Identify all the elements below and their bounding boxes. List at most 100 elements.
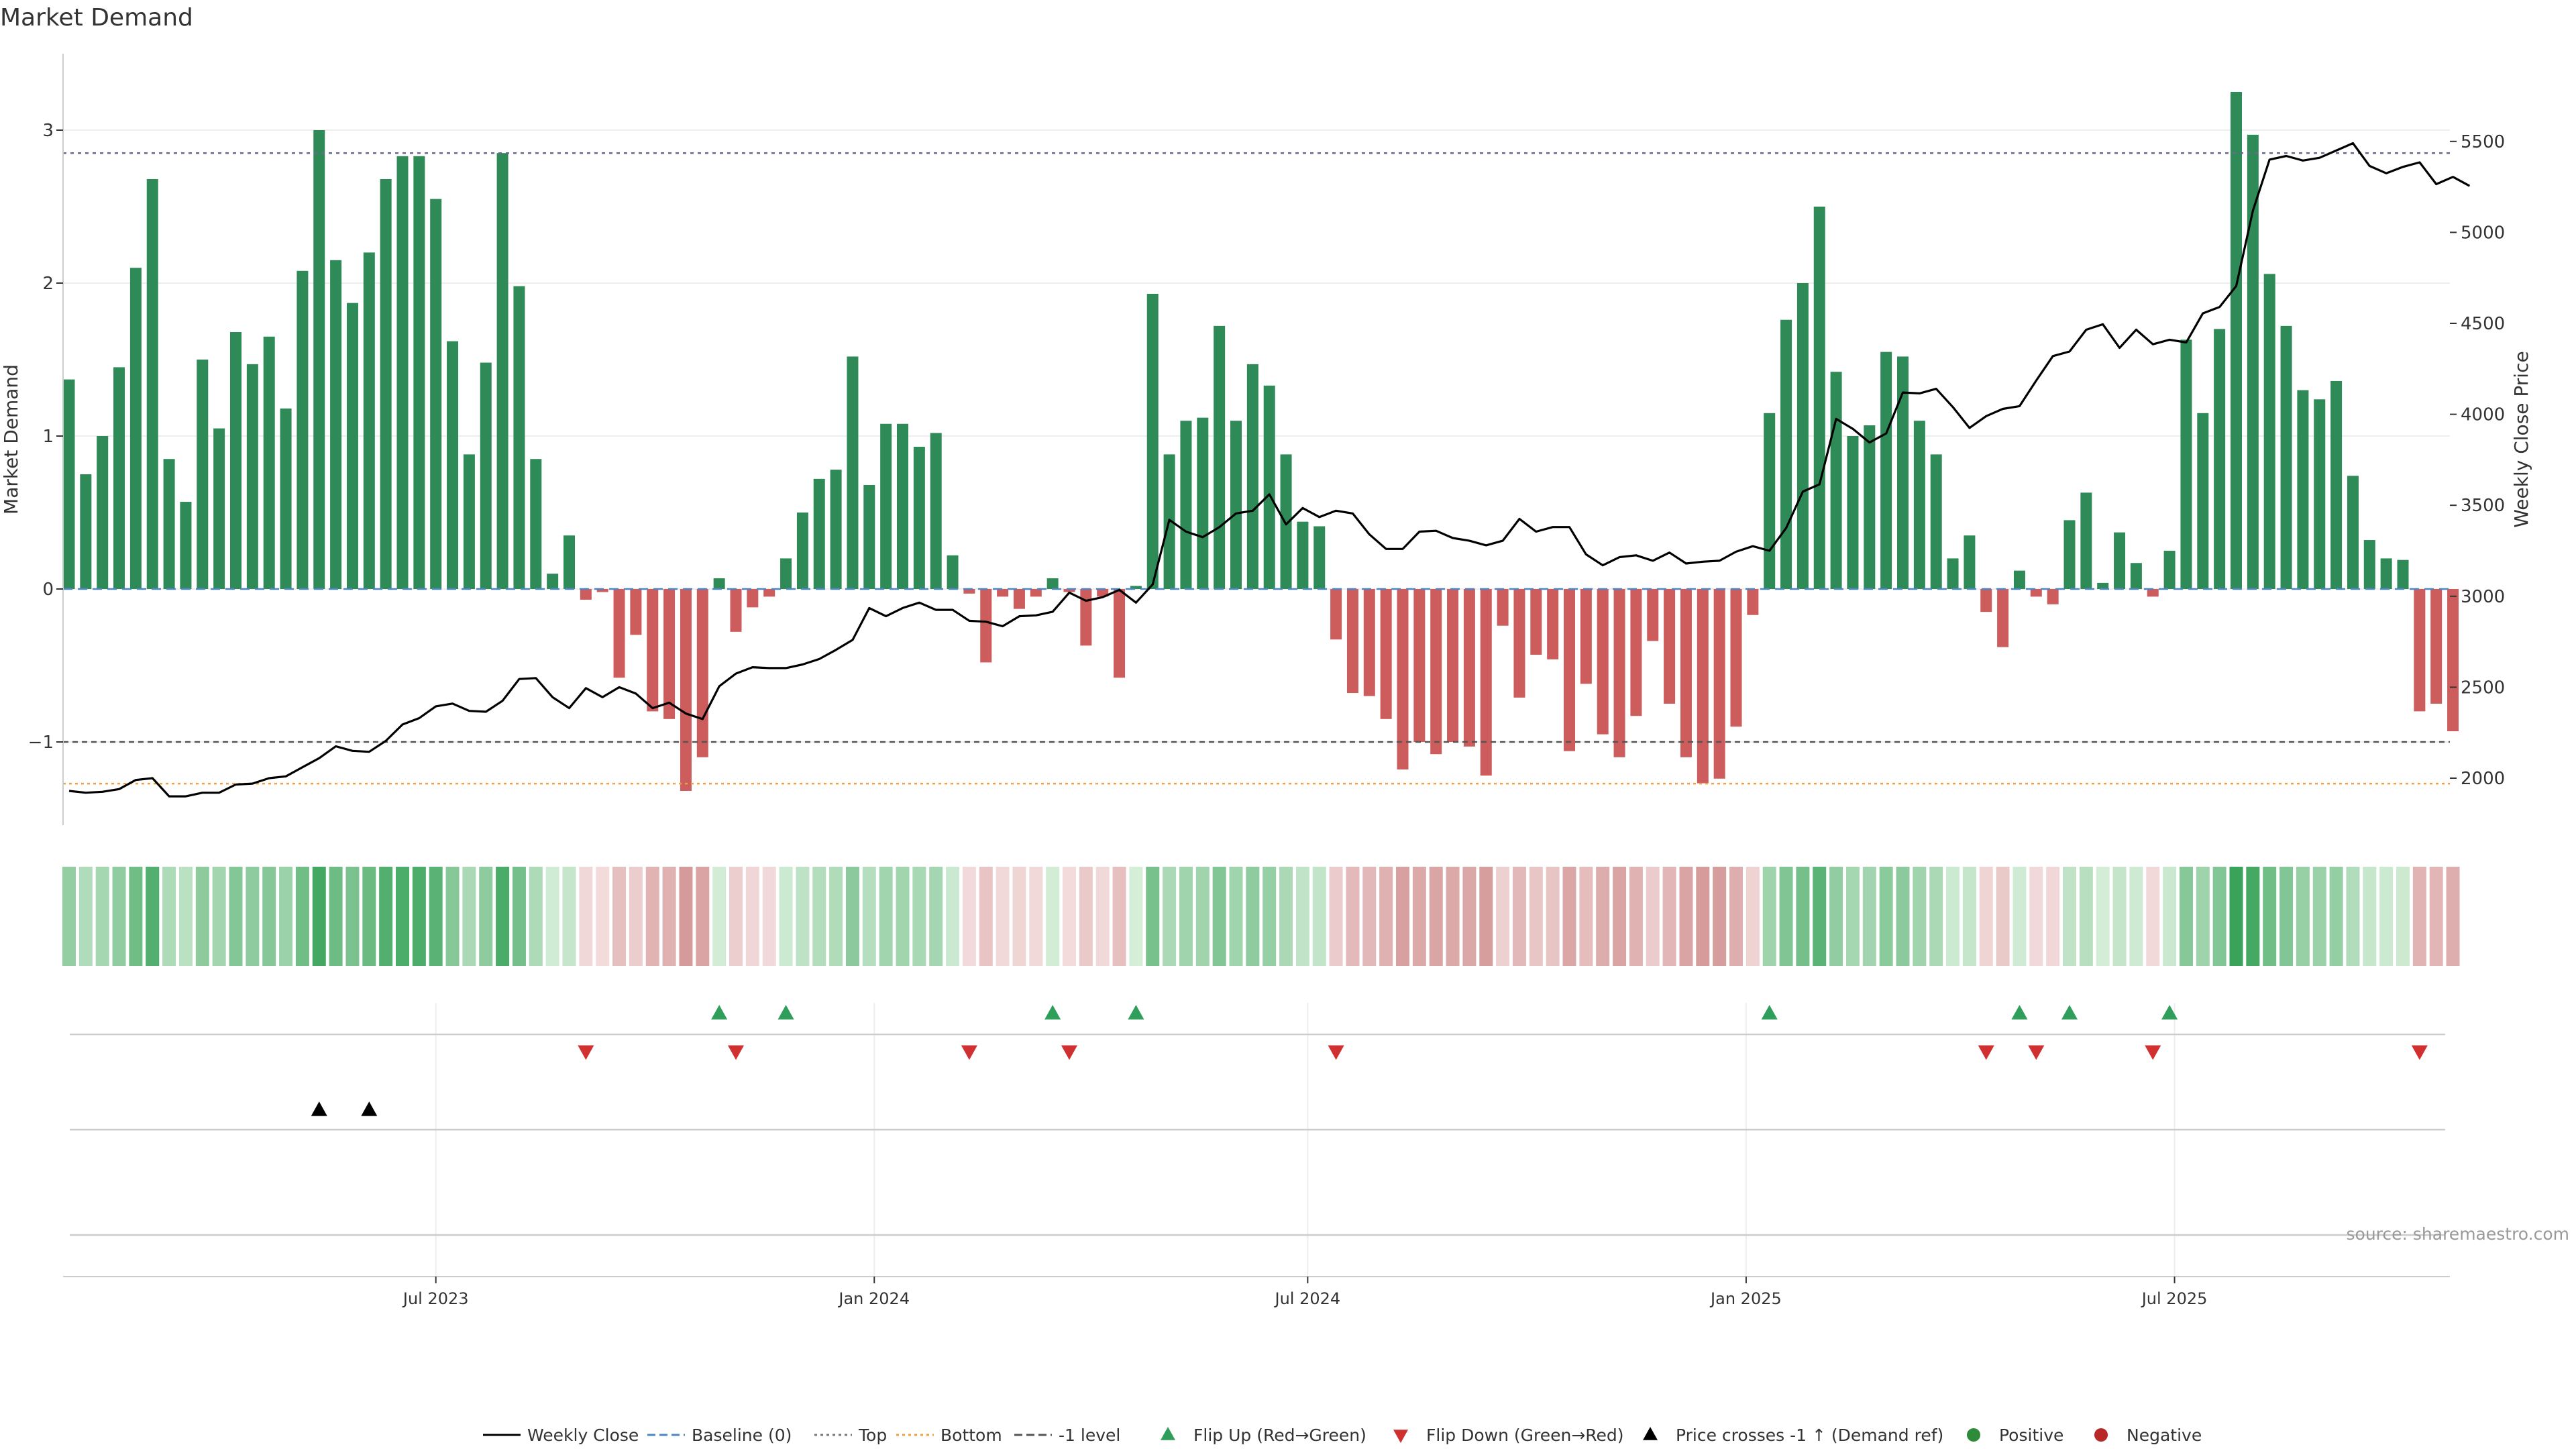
demand-bar-28 <box>530 459 542 589</box>
strip-cell-118 <box>2029 867 2043 966</box>
right-tick-label-2: 4500 <box>2461 314 2505 334</box>
flip-down-marker-2 <box>961 1045 977 1060</box>
strip-cell-13 <box>279 867 293 966</box>
strip-cell-92 <box>1596 867 1610 966</box>
strip-cell-16 <box>329 867 343 966</box>
strip-cell-103 <box>1779 867 1793 966</box>
demand-bar-82 <box>1430 589 1442 755</box>
demand-bar-125 <box>2147 589 2159 597</box>
flip-down-marker-0 <box>578 1045 594 1060</box>
demand-bar-26 <box>496 153 508 589</box>
demand-bar-65 <box>1146 293 1159 589</box>
demand-bar-121 <box>2080 492 2092 589</box>
demand-bar-40 <box>730 589 742 632</box>
strip-cell-77 <box>1346 867 1360 966</box>
demand-bar-106 <box>1830 372 1842 589</box>
flip-down-marker-3 <box>1061 1045 1077 1060</box>
demand-bar-75 <box>1313 526 1326 589</box>
demand-bar-93 <box>1613 589 1625 757</box>
strip-cell-47 <box>845 867 859 966</box>
strip-cell-131 <box>2246 867 2260 966</box>
strip-cell-105 <box>1813 867 1827 966</box>
demand-bar-81 <box>1413 589 1426 742</box>
strip-cell-107 <box>1845 867 1860 966</box>
strip-cell-70 <box>1229 867 1243 966</box>
legend-item-negative: Negative <box>2094 1426 2202 1445</box>
strip-cell-98 <box>1696 867 1710 966</box>
demand-bar-19 <box>380 178 392 590</box>
demand-bar-37 <box>680 589 692 791</box>
strip-cell-119 <box>2046 867 2060 966</box>
demand-bar-112 <box>1930 454 1942 589</box>
strip-cell-43 <box>779 867 793 966</box>
strip-cell-44 <box>796 867 810 966</box>
strip-cell-81 <box>1412 867 1426 966</box>
strip-cell-33 <box>612 867 627 966</box>
x-axis-ticks: Jul 2023 Jan 2024 Jul 2024 Jan 2025 Jul 2025 <box>402 1277 2207 1308</box>
legend-label-negative: Negative <box>2127 1426 2202 1445</box>
strip-cell-12 <box>262 867 276 966</box>
legend-item-flip-up: Flip Up (Red→Green) <box>1161 1426 1366 1445</box>
demand-bar-3 <box>113 367 125 589</box>
strip-cell-9 <box>212 867 226 966</box>
demand-bar-6 <box>163 459 175 589</box>
strip-cell-53 <box>946 867 960 966</box>
demand-bar-49 <box>880 423 892 589</box>
demand-bar-39 <box>713 578 725 589</box>
demand-bar-27 <box>513 286 525 589</box>
strip-cell-106 <box>1829 867 1843 966</box>
demand-bar-78 <box>1363 589 1375 696</box>
strip-cell-73 <box>1279 867 1293 966</box>
demand-bar-56 <box>997 589 1009 597</box>
demand-bar-15 <box>313 130 325 589</box>
demand-bar-42 <box>763 589 775 597</box>
strip-cell-130 <box>2229 867 2243 966</box>
strip-cell-136 <box>2329 867 2343 966</box>
flip-up-marker-1 <box>777 1005 794 1020</box>
chart-title: Market Demand <box>0 4 193 32</box>
strip-cell-111 <box>1913 867 1927 966</box>
legend-item-minus-one: -1 level <box>1014 1426 1120 1445</box>
left-tick-label-2: 1 <box>42 427 54 447</box>
demand-bar-115 <box>1980 589 1992 612</box>
left-tick-label-0: 3 <box>42 121 54 141</box>
strip-cell-54 <box>962 867 976 966</box>
legend-symbol-price-crosses <box>1643 1427 1658 1440</box>
demand-bar-55 <box>980 589 992 663</box>
flip-up-marker-6 <box>2061 1005 2078 1020</box>
demand-bar-60 <box>1063 589 1075 592</box>
demand-bar-86 <box>1497 589 1509 626</box>
demand-bar-102 <box>1764 413 1776 589</box>
demand-bar-59 <box>1046 578 1059 589</box>
strip-cell-93 <box>1613 867 1627 966</box>
demand-bar-0 <box>63 379 75 589</box>
legend-item-price-crosses: Price crosses -1 ↑ (Demand ref) <box>1643 1426 1943 1445</box>
demand-bar-135 <box>2314 399 2326 589</box>
strip-cell-11 <box>246 867 260 966</box>
strip-cell-124 <box>2129 867 2143 966</box>
strip-cell-39 <box>712 867 727 966</box>
legend-label-minus-one: -1 level <box>1059 1426 1120 1445</box>
demand-bar-119 <box>2047 589 2059 604</box>
demand-bar-92 <box>1597 589 1609 735</box>
demand-bar-12 <box>263 336 275 589</box>
legend-item-baseline: Baseline (0) <box>647 1426 792 1445</box>
strip-cell-48 <box>862 867 876 966</box>
demand-bar-132 <box>2263 274 2275 589</box>
demand-bar-104 <box>1796 283 1809 589</box>
demand-bar-50 <box>897 423 908 589</box>
strip-cell-104 <box>1796 867 1810 966</box>
strip-cell-90 <box>1562 867 1576 966</box>
strip-cell-127 <box>2179 867 2193 966</box>
strip-cell-94 <box>1629 867 1643 966</box>
strip-cell-87 <box>1512 867 1526 966</box>
demand-bar-120 <box>2063 520 2076 589</box>
strip-cell-79 <box>1379 867 1393 966</box>
strip-cell-10 <box>229 867 243 966</box>
legend: Weekly Close Baseline (0) Top Bottom -1 leve… <box>483 1426 2202 1445</box>
demand-bar-107 <box>1847 436 1859 589</box>
demand-bar-133 <box>2280 325 2292 589</box>
strip-cell-62 <box>1095 867 1110 966</box>
strip-cell-108 <box>1862 867 1876 966</box>
demand-bars <box>63 92 2459 791</box>
